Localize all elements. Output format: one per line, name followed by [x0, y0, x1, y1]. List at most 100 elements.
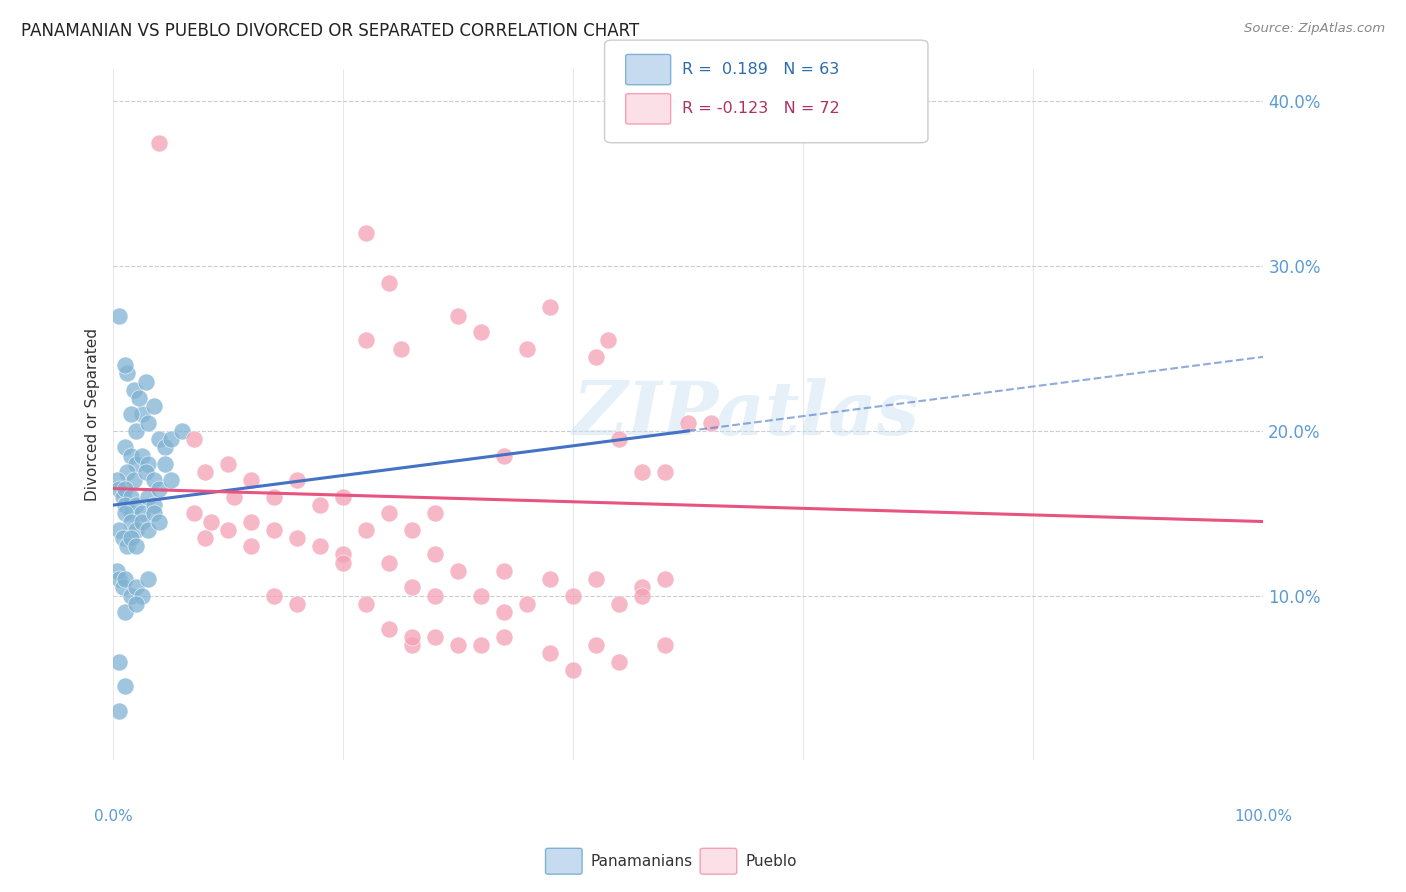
Point [183, 506, 205, 520]
Point [120, 449, 142, 463]
Point [287, 474, 309, 488]
Text: Panamanians: Panamanians [591, 854, 693, 869]
Point [131, 449, 153, 463]
Point [356, 334, 378, 348]
Point [111, 531, 134, 545]
Point [516, 597, 538, 611]
Point [538, 301, 561, 315]
Point [516, 342, 538, 356]
Point [654, 572, 676, 586]
Point [120, 506, 142, 520]
Point [155, 457, 177, 471]
Point [356, 226, 378, 240]
Point [218, 457, 240, 471]
Point [309, 498, 332, 512]
Point [447, 564, 470, 578]
Point [494, 630, 516, 644]
Point [136, 490, 159, 504]
Point [470, 589, 492, 603]
Point [142, 506, 165, 520]
Point [585, 638, 607, 652]
Point [389, 342, 412, 356]
Point [108, 655, 131, 669]
Point [135, 465, 157, 479]
Point [194, 465, 217, 479]
Point [287, 531, 309, 545]
Point [125, 597, 148, 611]
Point [562, 663, 585, 677]
Point [114, 605, 136, 619]
Point [111, 581, 134, 595]
Point [356, 597, 378, 611]
Point [105, 474, 128, 488]
Point [135, 375, 157, 389]
Point [263, 490, 285, 504]
Point [125, 424, 148, 438]
Point [494, 605, 516, 619]
Point [108, 309, 131, 323]
Point [538, 572, 561, 586]
Point [678, 416, 700, 430]
Point [114, 572, 136, 586]
Point [160, 432, 183, 446]
Point [148, 432, 170, 446]
Point [494, 564, 516, 578]
Point [136, 523, 159, 537]
Point [309, 539, 332, 553]
Point [142, 474, 165, 488]
Point [120, 531, 142, 545]
Text: R = -0.123   N = 72: R = -0.123 N = 72 [682, 102, 839, 116]
Point [114, 679, 136, 693]
Text: Source: ZipAtlas.com: Source: ZipAtlas.com [1244, 22, 1385, 36]
Point [609, 432, 631, 446]
Point [120, 408, 142, 422]
Point [654, 465, 676, 479]
Point [114, 358, 136, 372]
Point [609, 597, 631, 611]
Y-axis label: Divorced or Separated: Divorced or Separated [86, 328, 100, 501]
Point [122, 474, 145, 488]
Point [378, 276, 401, 290]
Point [105, 564, 128, 578]
Point [142, 399, 165, 413]
Point [378, 556, 401, 570]
Point [125, 581, 148, 595]
Point [287, 597, 309, 611]
Point [131, 506, 153, 520]
Point [654, 638, 676, 652]
Point [224, 490, 246, 504]
Point [148, 515, 170, 529]
Point [117, 539, 139, 553]
Point [401, 581, 423, 595]
Point [108, 704, 131, 718]
Point [117, 366, 139, 380]
Point [125, 457, 148, 471]
Point [108, 482, 131, 496]
Point [425, 630, 447, 644]
Point [401, 630, 423, 644]
Point [131, 515, 153, 529]
Point [631, 465, 654, 479]
Point [332, 490, 354, 504]
Point [401, 523, 423, 537]
Point [470, 325, 492, 339]
Point [142, 498, 165, 512]
Point [125, 498, 148, 512]
Point [425, 589, 447, 603]
Point [172, 424, 194, 438]
Point [136, 457, 159, 471]
Point [125, 539, 148, 553]
Point [160, 474, 183, 488]
Point [585, 350, 607, 364]
Point [425, 506, 447, 520]
Point [447, 638, 470, 652]
Point [125, 523, 148, 537]
Point [114, 441, 136, 455]
Point [700, 416, 723, 430]
Point [148, 482, 170, 496]
Point [200, 515, 222, 529]
Point [240, 515, 263, 529]
Text: ZIPatlas: ZIPatlas [572, 378, 920, 450]
Point [131, 589, 153, 603]
Point [494, 449, 516, 463]
